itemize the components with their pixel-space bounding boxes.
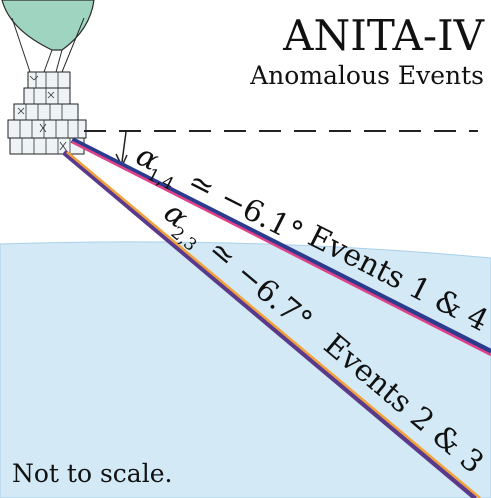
- payload-icon: [7, 71, 87, 155]
- ray-events-1-4: [70, 137, 491, 357]
- subtitle: Anomalous Events: [249, 61, 484, 90]
- balloon-icon: [1, 0, 95, 73]
- footnote: Not to scale.: [12, 459, 172, 488]
- title: ANITA-IV: [282, 11, 485, 60]
- ray-events-2-3: [62, 149, 481, 498]
